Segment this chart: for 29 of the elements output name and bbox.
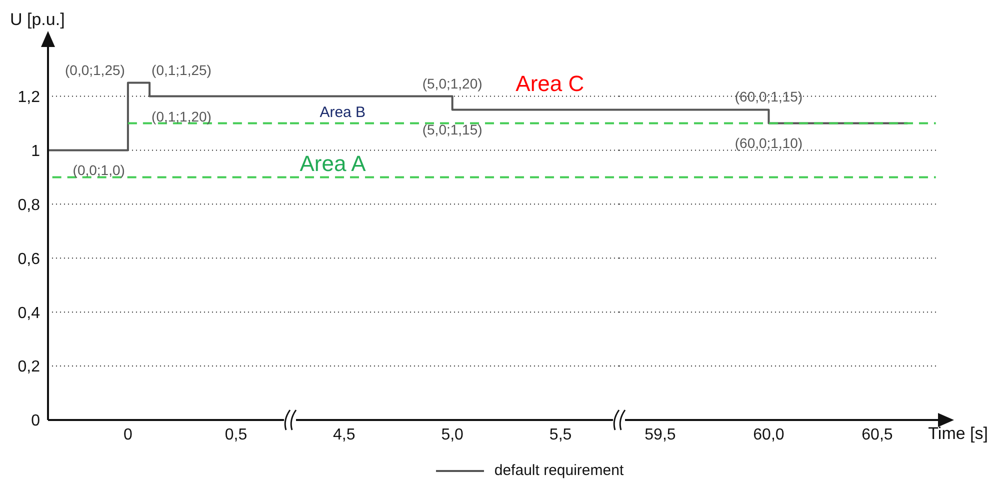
y-tick-label: 1,2 <box>18 88 40 106</box>
annotation: Area B <box>320 104 366 122</box>
y-axis-title: U [p.u.] <box>10 10 65 30</box>
x-tick-label: 60,0 <box>753 426 784 444</box>
annotation: (5,0;1,15) <box>422 122 482 138</box>
y-tick-label: 1 <box>31 142 40 160</box>
x-tick-label: 5,5 <box>549 426 572 444</box>
x-tick-label: 5,0 <box>441 426 464 444</box>
legend-label: default requirement <box>494 462 624 479</box>
y-tick-label: 0,6 <box>18 250 40 268</box>
annotation: (60,0;1,15) <box>734 88 803 105</box>
y-tick-label: 0 <box>31 412 40 430</box>
x-tick-label: 60,5 <box>862 426 893 444</box>
y-tick-label: 0,2 <box>18 358 40 376</box>
x-tick-label: 4,5 <box>332 426 356 444</box>
x-tick-label: 0 <box>123 426 132 444</box>
annotation: (60,0;1,10) <box>734 135 803 152</box>
x-axis-title: Time [s] <box>928 424 988 444</box>
annotation: (0,0;1,25) <box>65 62 125 78</box>
annotation: Area A <box>300 151 366 176</box>
annotation: (0,1;1,20) <box>152 108 212 124</box>
annotation: (0,0;1,0) <box>72 162 125 178</box>
annotation: (5,0;1,20) <box>422 75 482 92</box>
x-tick-label: 59,5 <box>644 426 676 444</box>
annotation: (0,1;1,25) <box>152 62 212 78</box>
y-tick-label: 0,4 <box>18 304 40 322</box>
text: Area C <box>516 71 584 96</box>
y-tick-label: 0,8 <box>18 196 40 214</box>
x-tick-label: 0,5 <box>224 426 248 444</box>
